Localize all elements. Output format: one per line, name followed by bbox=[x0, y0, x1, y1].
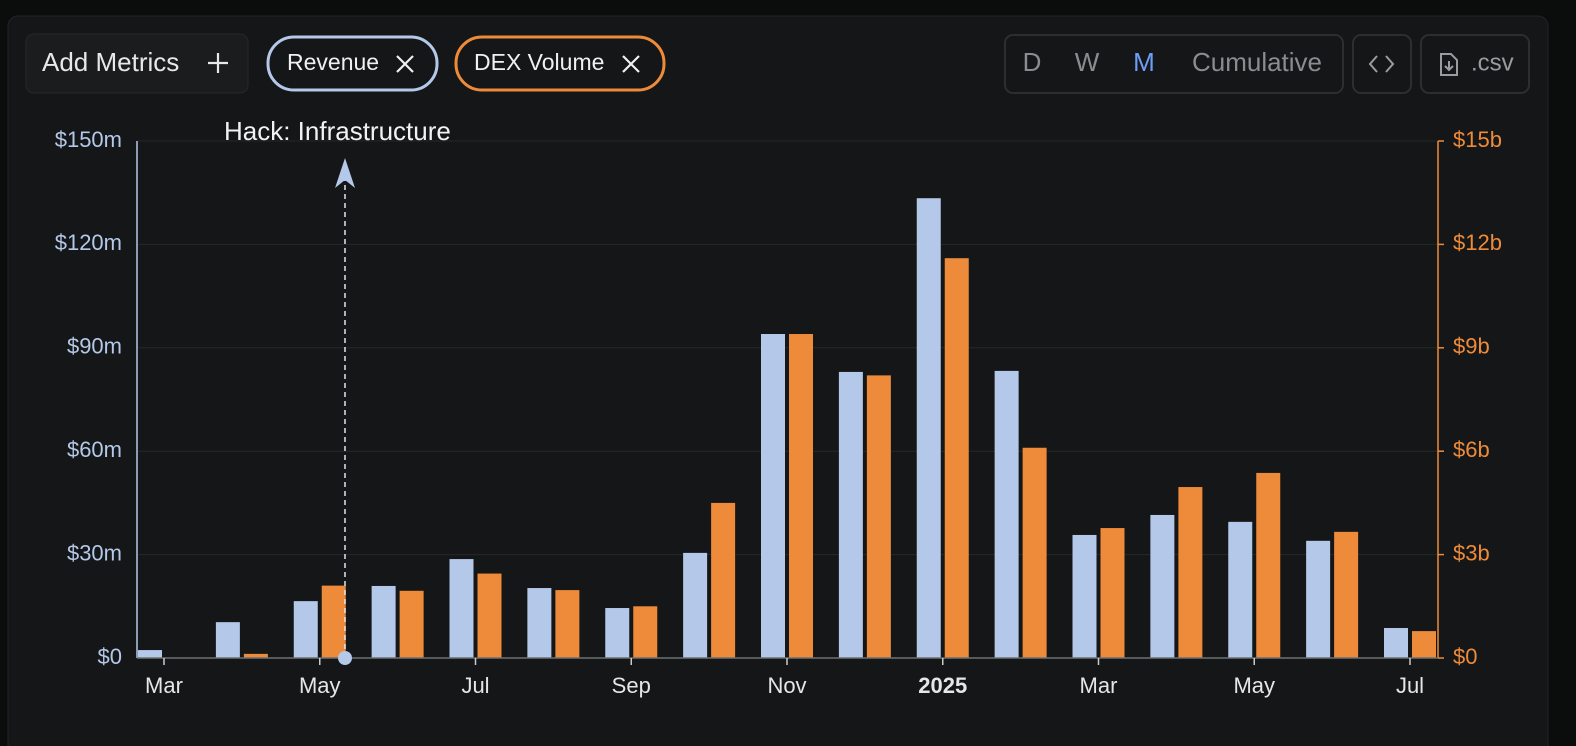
bar bbox=[215, 622, 240, 658]
x-tick-label: Sep bbox=[612, 673, 651, 698]
bar bbox=[371, 585, 396, 658]
x-tick-label: Jul bbox=[461, 673, 489, 698]
x-tick-label: Mar bbox=[145, 673, 183, 698]
y-tick-label: $90m bbox=[67, 334, 122, 359]
chip-border bbox=[454, 35, 666, 92]
dex-chip[interactable]: DEX Volume bbox=[454, 35, 666, 92]
file-icon bbox=[1440, 53, 1458, 76]
period-option[interactable]: M bbox=[1133, 47, 1155, 77]
bar bbox=[555, 590, 580, 658]
bar bbox=[916, 198, 941, 658]
bar bbox=[838, 371, 863, 658]
x-tick-label: May bbox=[299, 673, 341, 698]
bar bbox=[1228, 521, 1253, 658]
legend-label: Revenue bbox=[287, 49, 379, 75]
add-metrics-button[interactable]: Add Metrics bbox=[25, 33, 249, 94]
button-label: .csv bbox=[1471, 49, 1514, 76]
period-option[interactable]: Cumulative bbox=[1192, 47, 1322, 77]
period-group bbox=[1004, 34, 1344, 94]
annotation-arrow bbox=[335, 158, 355, 188]
csv-button[interactable]: .csv bbox=[1420, 34, 1530, 94]
x-tick-label: Nov bbox=[767, 673, 806, 698]
period-option[interactable]: D bbox=[1023, 47, 1042, 77]
x-tick-label: Jul bbox=[1396, 673, 1424, 698]
y2-tick-label: $0 bbox=[1453, 644, 1477, 669]
y-tick-label: $30m bbox=[67, 540, 122, 565]
y-tick-label: $0 bbox=[98, 644, 122, 669]
annotation-dot bbox=[338, 651, 352, 665]
close-icon[interactable] bbox=[396, 55, 414, 73]
revenue-chip[interactable]: Revenue bbox=[266, 35, 439, 92]
bar bbox=[761, 334, 785, 658]
bar bbox=[1100, 528, 1125, 658]
bar bbox=[449, 559, 474, 658]
y-tick-label: $120m bbox=[55, 230, 122, 255]
bar bbox=[399, 590, 424, 658]
bar bbox=[243, 653, 268, 658]
embed-button[interactable] bbox=[1352, 34, 1412, 94]
bar bbox=[1178, 487, 1203, 658]
bar bbox=[711, 502, 736, 658]
period-option[interactable]: W bbox=[1075, 47, 1100, 77]
bar bbox=[633, 606, 658, 658]
annotation-label: Hack: Infrastructure bbox=[224, 116, 451, 146]
y2-tick-label: $15b bbox=[1453, 127, 1502, 152]
bar bbox=[1022, 447, 1047, 658]
bar bbox=[866, 375, 891, 658]
bar bbox=[683, 552, 708, 658]
button-bg bbox=[1352, 34, 1412, 94]
bar bbox=[477, 573, 502, 658]
bar bbox=[527, 588, 552, 658]
x-tick-label: 2025 bbox=[918, 673, 967, 698]
y2-tick-label: $12b bbox=[1453, 230, 1502, 255]
x-tick-label: Mar bbox=[1080, 673, 1118, 698]
bar bbox=[605, 608, 630, 658]
bar bbox=[944, 258, 969, 658]
y2-tick-label: $9b bbox=[1453, 334, 1490, 359]
bar bbox=[1306, 540, 1331, 658]
code-icon bbox=[1368, 55, 1395, 73]
bar bbox=[1412, 631, 1436, 658]
bar bbox=[789, 334, 813, 658]
bar bbox=[1072, 534, 1097, 658]
y2-tick-label: $3b bbox=[1453, 540, 1490, 565]
y-tick-label: $60m bbox=[67, 437, 122, 462]
x-tick-label: May bbox=[1233, 673, 1275, 698]
bar bbox=[321, 585, 346, 658]
button-bg bbox=[1420, 34, 1530, 94]
bar bbox=[138, 650, 162, 658]
button-label: Add Metrics bbox=[42, 47, 179, 77]
chip-border bbox=[266, 35, 439, 92]
legend-label: DEX Volume bbox=[474, 49, 604, 75]
button-bg bbox=[25, 33, 249, 94]
bar bbox=[1256, 472, 1281, 658]
bar bbox=[1334, 531, 1359, 658]
bar bbox=[293, 601, 318, 658]
y-tick-label: $150m bbox=[55, 127, 122, 152]
bar bbox=[1384, 628, 1408, 658]
bar bbox=[1150, 514, 1175, 658]
plus-icon bbox=[208, 53, 228, 73]
y2-tick-label: $6b bbox=[1453, 437, 1490, 462]
bar bbox=[994, 370, 1019, 658]
close-icon[interactable] bbox=[622, 55, 640, 73]
